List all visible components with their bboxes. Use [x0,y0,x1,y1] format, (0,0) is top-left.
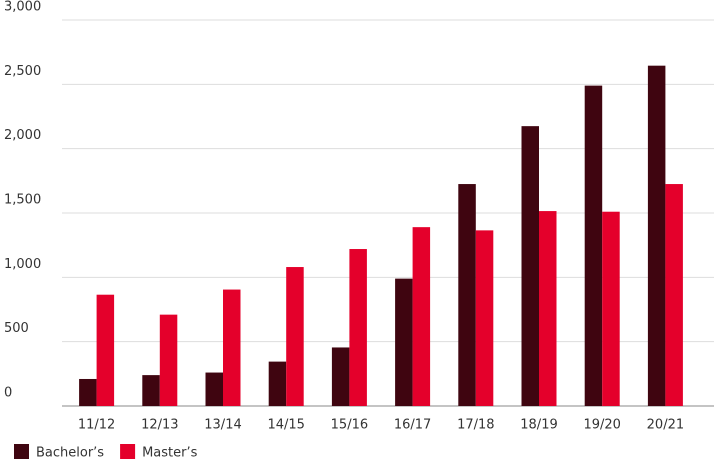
y-tick-label: 1,500 [4,193,41,208]
x-tick-label: 13/14 [204,418,241,433]
y-tick-label: 2,500 [4,64,41,79]
bar [286,267,304,406]
legend-swatch [14,444,29,459]
y-tick-label: 1,000 [4,257,41,272]
bar [521,126,539,407]
bar [665,184,683,406]
y-tick-label: 0 [4,386,12,401]
bar [475,230,494,406]
bar [539,211,557,406]
bar [96,294,115,406]
legend-label: Bachelor’s [36,446,104,461]
bar [349,249,367,406]
bar [458,184,476,406]
bar [331,347,350,406]
x-tick-label: 12/13 [141,418,178,433]
bar [412,227,431,406]
bar [223,289,241,406]
x-tick-label: 18/19 [520,418,557,433]
y-tick-label: 3,000 [4,0,41,15]
bar [647,65,666,406]
x-tick-label: 14/15 [267,418,304,433]
bar [584,85,603,407]
bar [602,211,620,406]
bar [268,361,287,406]
x-tick-label: 17/18 [457,418,494,433]
bar [395,278,413,406]
legend-swatch [120,444,136,459]
x-tick-label: 19/20 [583,418,620,433]
x-tick-label: 20/21 [647,418,684,433]
x-tick-label: 11/12 [78,418,115,433]
x-tick-label: 16/17 [394,418,431,433]
y-tick-label: 500 [4,321,29,336]
legend-label: Master’s [142,446,198,461]
bar [205,372,223,406]
y-tick-label: 2,000 [4,128,41,143]
x-tick-label: 15/16 [331,418,368,433]
bar [142,375,160,406]
bar [79,378,97,406]
bar [159,314,178,406]
